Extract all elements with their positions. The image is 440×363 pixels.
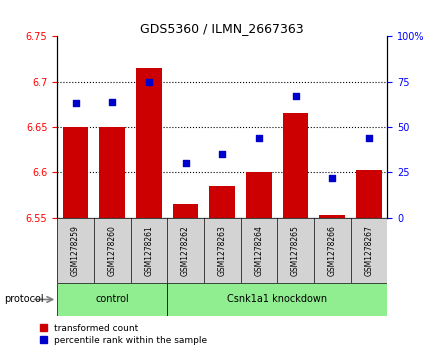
Text: GSM1278265: GSM1278265 — [291, 225, 300, 276]
Point — [329, 175, 336, 181]
Bar — [57, 218, 387, 283]
Legend: transformed count, percentile rank within the sample: transformed count, percentile rank withi… — [40, 324, 207, 344]
Bar — [167, 283, 387, 316]
Bar — [63, 127, 88, 218]
Text: GSM1278260: GSM1278260 — [108, 225, 117, 276]
Bar — [246, 172, 272, 218]
Point — [182, 160, 189, 166]
Title: GDS5360 / ILMN_2667363: GDS5360 / ILMN_2667363 — [140, 22, 304, 35]
Bar — [319, 215, 345, 218]
Text: Csnk1a1 knockdown: Csnk1a1 knockdown — [227, 294, 327, 305]
Bar — [283, 114, 308, 218]
Point — [255, 135, 262, 141]
Text: GSM1278262: GSM1278262 — [181, 225, 190, 276]
Point — [365, 135, 372, 141]
Bar — [136, 68, 162, 218]
Bar — [99, 127, 125, 218]
Text: GSM1278266: GSM1278266 — [328, 225, 337, 276]
Point — [72, 101, 79, 106]
Text: control: control — [95, 294, 129, 305]
Text: GSM1278261: GSM1278261 — [144, 225, 154, 276]
Point — [145, 79, 152, 85]
Bar — [209, 186, 235, 218]
Point — [109, 99, 116, 105]
Text: GSM1278259: GSM1278259 — [71, 225, 80, 276]
Bar — [173, 204, 198, 218]
Point — [292, 93, 299, 99]
Bar — [356, 170, 382, 218]
Bar — [57, 283, 167, 316]
Point — [219, 151, 226, 157]
Text: GSM1278264: GSM1278264 — [254, 225, 264, 276]
Text: GSM1278263: GSM1278263 — [218, 225, 227, 276]
Text: GSM1278267: GSM1278267 — [364, 225, 374, 276]
Text: protocol: protocol — [4, 294, 44, 305]
